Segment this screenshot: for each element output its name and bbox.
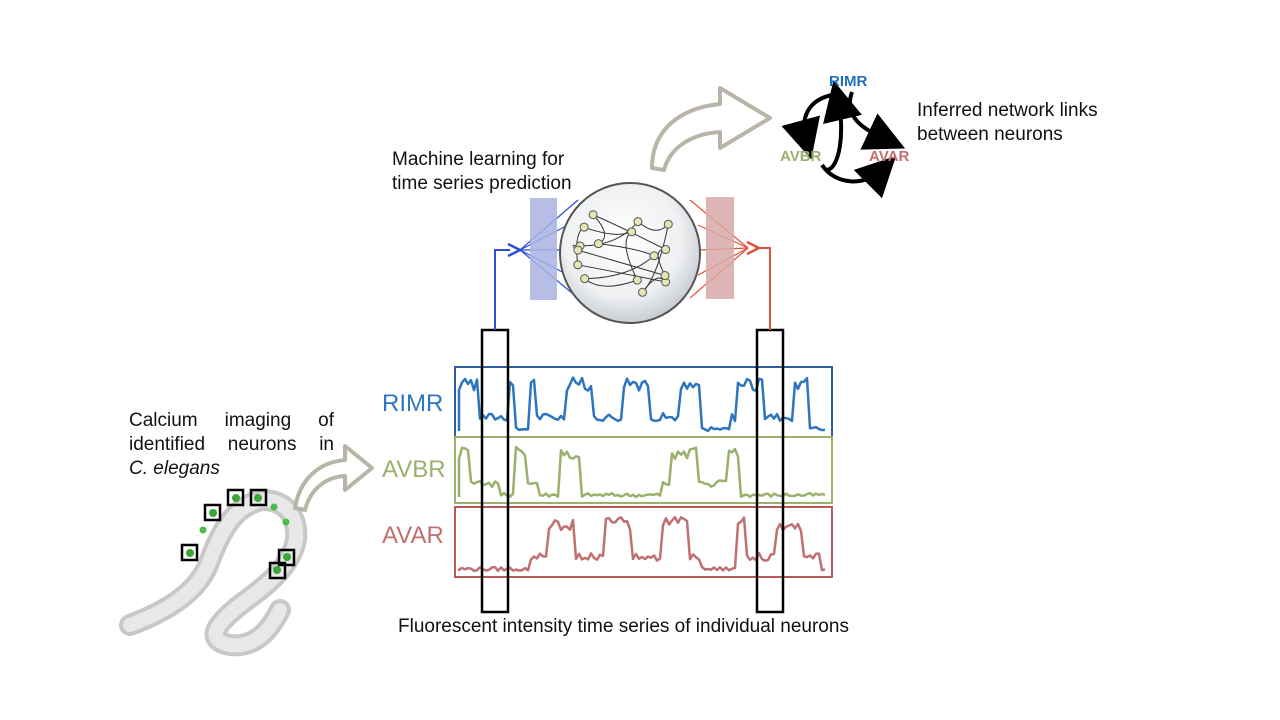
neuron-box	[277, 548, 296, 567]
input-layer-bar	[530, 198, 557, 300]
inferred-network-caption: Inferred network links between neurons	[917, 100, 1098, 145]
neuron-box	[268, 561, 287, 580]
trace-line-avbr	[457, 445, 826, 499]
reservoir-link	[580, 219, 640, 247]
reservoir-link	[574, 262, 666, 283]
reservoir-node	[633, 217, 643, 227]
neuron-dot	[254, 494, 262, 502]
trace-box-avbr	[454, 436, 833, 504]
trace-line-avar	[457, 515, 826, 573]
output-connector	[755, 247, 771, 330]
link-rimr-avbr	[781, 93, 833, 160]
link-rimr-avar	[848, 91, 906, 150]
inferred-network-graph	[781, 80, 906, 199]
reservoir-node	[573, 245, 583, 255]
trace-box-rimr	[454, 366, 833, 438]
trace-label-rimr: RIMR	[382, 390, 444, 417]
input-connector	[494, 249, 510, 330]
reservoir-node	[638, 287, 648, 297]
reservoir-network	[559, 182, 701, 324]
reservoir-node	[593, 239, 603, 249]
reservoir-node	[649, 251, 659, 261]
reservoir-node	[580, 274, 590, 284]
reservoir-node	[632, 275, 642, 285]
trace-label-avbr: AVBR	[382, 456, 446, 483]
machine-learning-caption: Machine learning for time series predict…	[392, 149, 572, 194]
neuron-box	[249, 488, 268, 507]
worm-illustration	[119, 488, 308, 657]
neuron-dot	[232, 494, 240, 502]
neuron-box	[226, 488, 245, 507]
reservoir-node	[573, 260, 583, 270]
neuron-dot	[270, 503, 278, 511]
link-avbr-rimr	[823, 80, 863, 172]
output-window	[755, 328, 785, 614]
trace-box-avar	[454, 506, 833, 578]
reservoir-node	[627, 227, 637, 237]
trace-label-avar: AVAR	[382, 522, 444, 549]
network-node-avar: AVAR	[869, 148, 910, 165]
reservoir-node	[661, 245, 671, 255]
neuron-dot	[282, 518, 290, 526]
neuron-box	[203, 503, 222, 522]
reservoir-link	[592, 214, 669, 251]
reservoir-link	[584, 253, 657, 280]
trace-line-rimr	[457, 376, 826, 433]
neuron-box	[180, 543, 199, 562]
time-series-caption: Fluorescent intensity time series of ind…	[398, 616, 849, 637]
network-node-rimr: RIMR	[829, 73, 868, 90]
network-node-avbr: AVBR	[780, 148, 822, 165]
neuron-dot	[199, 526, 207, 534]
neuron-dot	[283, 553, 291, 561]
time-series-traces	[454, 366, 833, 578]
reservoir-node	[660, 271, 670, 281]
neuron-dot	[209, 509, 217, 517]
neuron-dot	[186, 549, 194, 557]
calcium-imaging-caption: Calcium imaging of identified neurons in…	[129, 410, 334, 479]
output-layer-bar	[706, 197, 734, 299]
reservoir-node	[588, 210, 598, 220]
curved-arrow-to-traces	[293, 444, 374, 512]
reservoir-node	[579, 222, 589, 232]
link-avbr-avar	[820, 155, 897, 199]
curved-arrow-to-network	[650, 86, 772, 172]
reservoir-node	[663, 219, 673, 229]
neuron-dot	[273, 566, 281, 574]
